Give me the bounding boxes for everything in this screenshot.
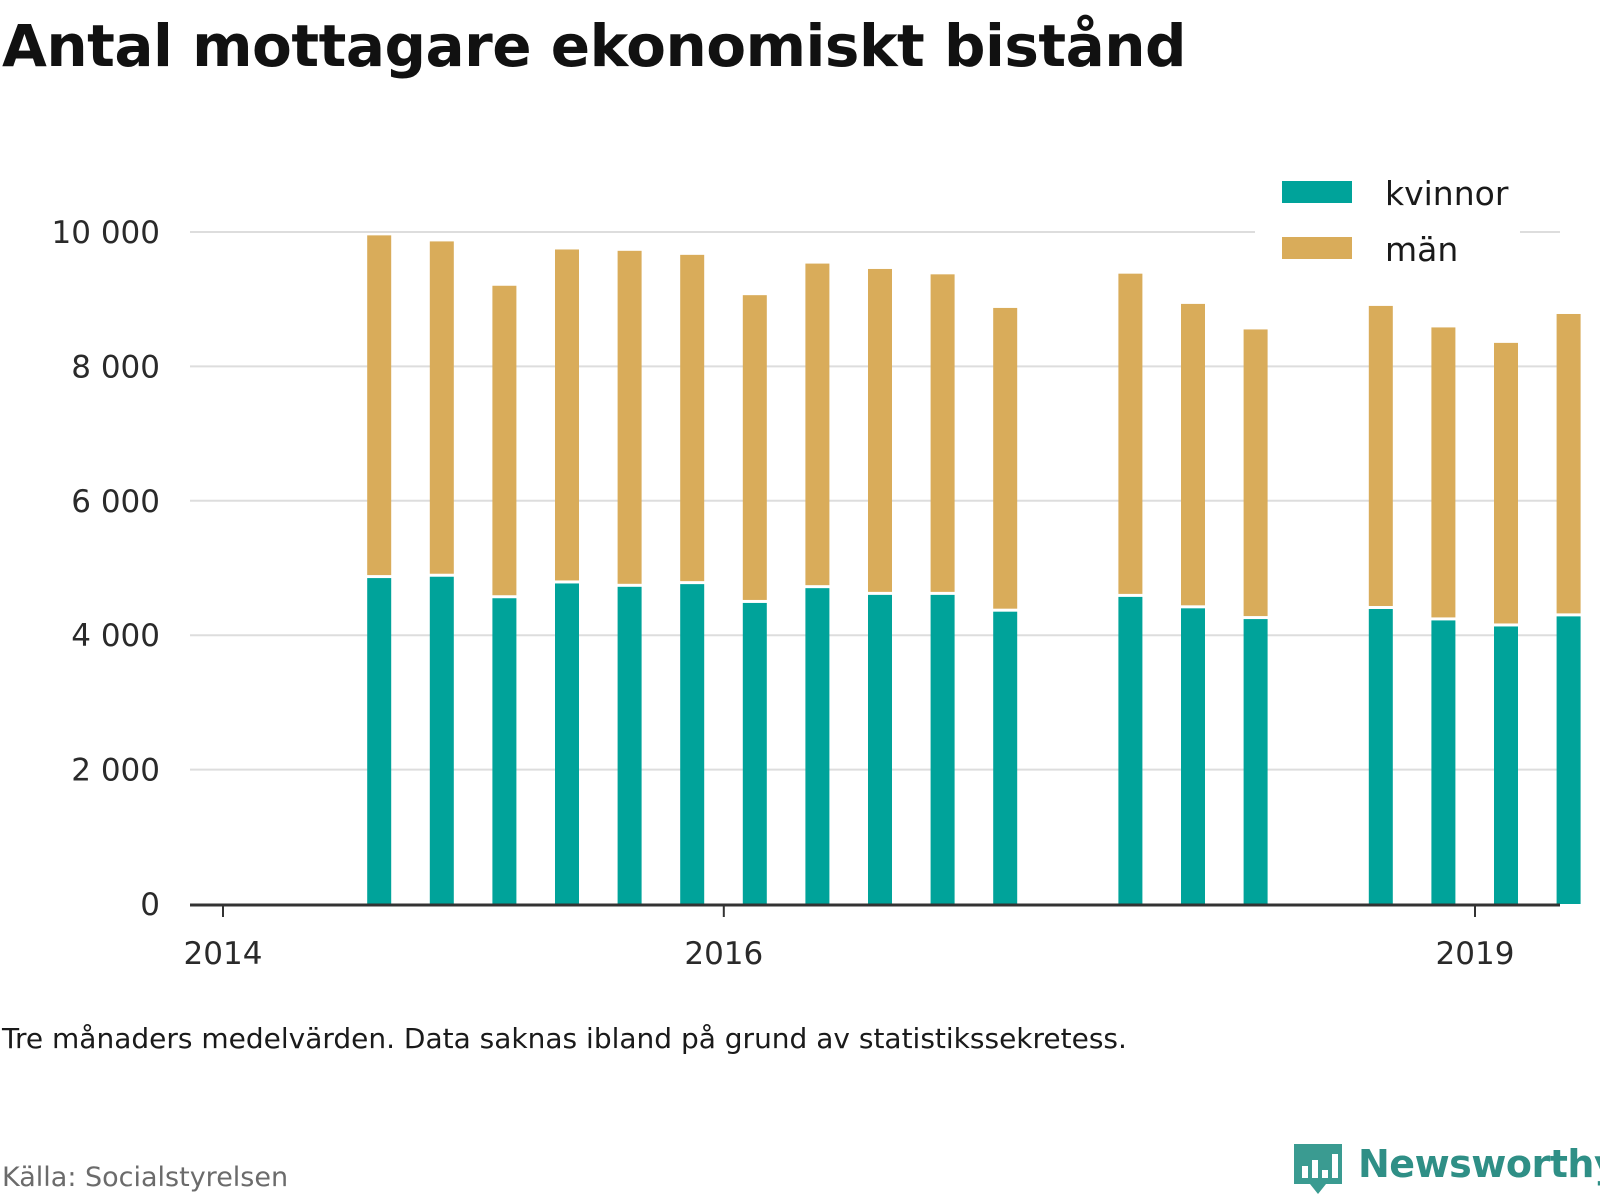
x-tick-label: 2019 — [1436, 936, 1515, 972]
bar-man — [805, 263, 830, 586]
bar-man — [1118, 273, 1143, 594]
bar-kvinnor — [1431, 620, 1456, 904]
chart-title: Antal mottagare ekonomiskt bistånd — [2, 12, 1187, 80]
bar-man — [1494, 342, 1518, 624]
y-tick-label: 6 000 — [71, 484, 160, 520]
chart-source: Källa: Socialstyrelsen — [2, 1162, 289, 1193]
legend: kvinnor män — [1255, 168, 1520, 280]
y-tick-label: 4 000 — [71, 618, 160, 654]
bar-kvinnor — [555, 583, 579, 904]
bar-kvinnor — [680, 584, 705, 904]
bars-layer — [367, 235, 1581, 904]
bar-kvinnor — [617, 586, 642, 904]
y-tick-label: 0 — [140, 887, 160, 923]
bar-man — [868, 268, 892, 592]
bar-kvinnor — [805, 588, 830, 904]
bar-man — [555, 249, 579, 581]
bar-kvinnor — [742, 602, 767, 904]
bar-man — [742, 295, 767, 600]
bar-kvinnor — [1368, 608, 1393, 904]
y-tick-label: 2 000 — [71, 753, 160, 789]
bar-kvinnor — [1243, 619, 1268, 904]
bar-kvinnor — [429, 576, 454, 904]
bar-kvinnor — [367, 578, 392, 904]
y-tick-label: 8 000 — [71, 349, 160, 385]
x-tick-label: 2014 — [184, 936, 263, 972]
bar-kvinnor — [1118, 596, 1143, 904]
legend-swatch-man — [1282, 237, 1352, 259]
bar-kvinnor — [492, 598, 517, 904]
bar-kvinnor — [930, 594, 955, 904]
bar-man — [930, 274, 955, 592]
bar-man — [1556, 313, 1581, 614]
bar-man — [429, 241, 454, 574]
bar-man — [492, 285, 517, 596]
bar-man — [367, 235, 392, 576]
bar-man — [1243, 329, 1268, 617]
legend-label-kvinnor: kvinnor — [1385, 174, 1509, 213]
legend-swatch-kvinnor — [1282, 181, 1352, 203]
bar-man — [993, 307, 1018, 609]
bar-kvinnor — [1556, 616, 1581, 904]
brand-name: Newsworthy — [1358, 1142, 1600, 1186]
newsworthy-logo-icon — [1294, 1144, 1342, 1194]
bar-man — [680, 254, 705, 582]
bar-kvinnor — [1181, 608, 1205, 904]
bar-man — [1431, 327, 1456, 618]
bar-man — [1368, 305, 1393, 606]
bar-kvinnor — [993, 611, 1018, 904]
bar-kvinnor — [1494, 626, 1518, 904]
x-tick-label: 2016 — [684, 936, 763, 972]
legend-label-man: män — [1385, 230, 1458, 269]
bar-man — [617, 250, 642, 584]
bar-man — [1181, 303, 1205, 606]
brand: Newsworthy — [1290, 1140, 1600, 1196]
chart-note: Tre månaders medelvärden. Data saknas ib… — [2, 1022, 1127, 1055]
y-tick-label: 10 000 — [52, 215, 160, 251]
bar-kvinnor — [868, 594, 892, 904]
